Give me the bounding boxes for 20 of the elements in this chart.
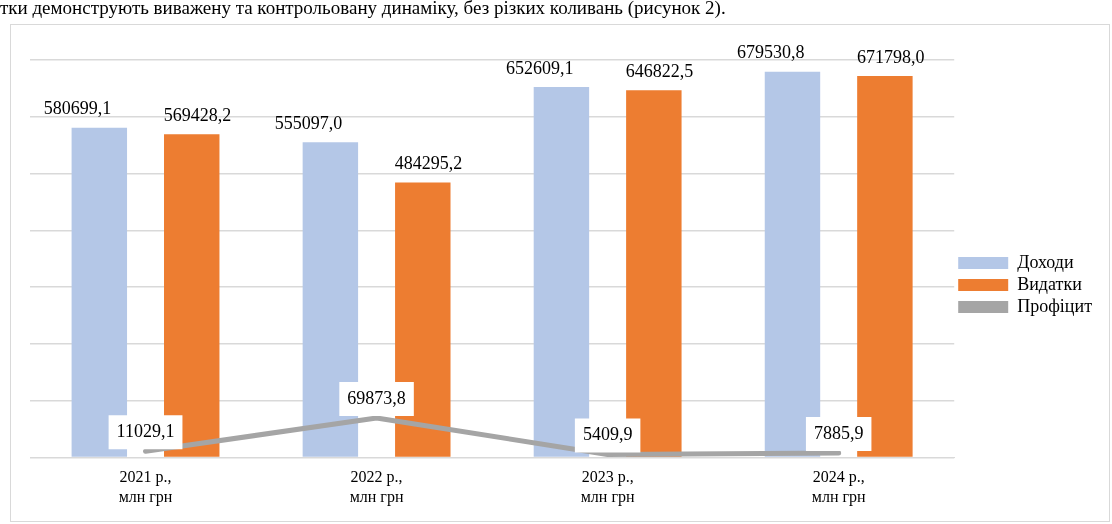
x-tick-label: 2024 р., млн грн bbox=[811, 468, 867, 506]
text: тки демонструють виважену та контрольовану динаміку, без різких коливань (рисунок 2). bbox=[0, 0, 726, 18]
x-tick-label: 2022 р., млн грн bbox=[349, 468, 404, 506]
x-tick-label: 2021 р., млн грн bbox=[118, 468, 173, 506]
data-label: 69873,8 bbox=[347, 387, 406, 408]
legend-label: Доходи bbox=[1017, 251, 1074, 272]
data-label: 555097,0 bbox=[274, 113, 343, 134]
data-label: 569428,2 bbox=[163, 104, 232, 125]
data-label: 652609,1 bbox=[505, 57, 574, 78]
legend-label: Профіцит bbox=[1017, 295, 1093, 316]
data-label: 7885,9 bbox=[813, 422, 864, 443]
data-label: 5409,9 bbox=[582, 424, 633, 445]
data-label: 671798,0 bbox=[856, 46, 925, 67]
data-label: 646822,5 bbox=[625, 60, 694, 81]
data-label: 484295,2 bbox=[394, 153, 463, 174]
x-tick-label: 2023 р., млн грн bbox=[580, 468, 635, 506]
data-label: 679530,8 bbox=[736, 42, 805, 63]
data-label: 11029,1 bbox=[116, 421, 175, 442]
legend-label: Видатки bbox=[1017, 273, 1083, 294]
data-label: 580699,1 bbox=[43, 98, 112, 119]
